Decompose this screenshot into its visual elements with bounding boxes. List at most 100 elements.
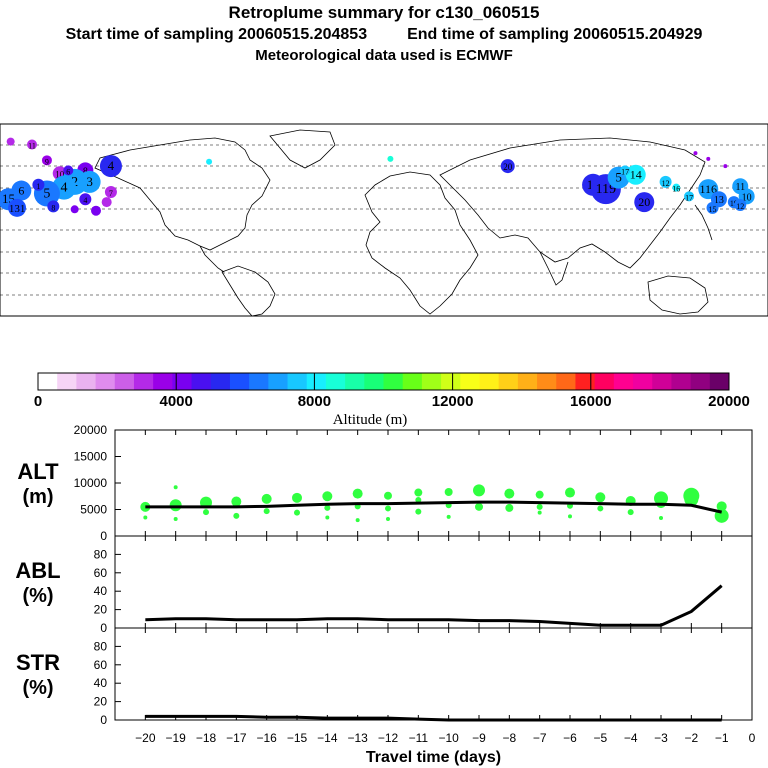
colorbar-cell bbox=[652, 373, 672, 390]
map-marker-label: 9 bbox=[45, 157, 49, 166]
altitude-point bbox=[565, 487, 575, 498]
altitude-point bbox=[173, 485, 178, 490]
map-marker bbox=[63, 165, 74, 176]
map-marker-label: 16 bbox=[672, 185, 680, 194]
colorbar-tick-label: 16000 bbox=[570, 393, 612, 410]
map-marker bbox=[500, 159, 515, 174]
panel-label: ABL bbox=[15, 558, 60, 583]
altitude-point bbox=[169, 499, 182, 512]
colorbar-tick-label: 12000 bbox=[432, 393, 474, 410]
y-tick-label: 15000 bbox=[74, 450, 108, 464]
panel-label: ALT bbox=[17, 459, 59, 484]
altitude-point bbox=[385, 505, 391, 512]
altitude-point bbox=[537, 510, 542, 515]
colorbar-cell bbox=[594, 373, 615, 390]
colorbar-cell bbox=[57, 373, 77, 390]
y-tick-label: 80 bbox=[94, 547, 108, 561]
median-line bbox=[145, 500, 722, 514]
map-marker bbox=[206, 158, 213, 165]
colorbar-cell bbox=[191, 373, 212, 390]
colorbar-cell bbox=[383, 373, 404, 390]
end-time-label: End time of sampling 20060515.204929 bbox=[407, 26, 703, 43]
x-tick-label: −12 bbox=[378, 731, 399, 745]
map-marker bbox=[672, 183, 681, 192]
altitude-point bbox=[384, 491, 392, 500]
map-marker-label: 19 bbox=[730, 199, 738, 208]
map-marker bbox=[723, 164, 728, 169]
colorbar-cell bbox=[460, 373, 480, 390]
x-tick-label: −11 bbox=[409, 731, 429, 745]
panel-unit: (%) bbox=[22, 677, 53, 699]
panel-frame bbox=[114, 535, 753, 629]
map-marker bbox=[659, 175, 672, 188]
altitude-point bbox=[261, 493, 272, 504]
y-tick-label: 20000 bbox=[74, 423, 108, 437]
map-marker bbox=[79, 193, 92, 206]
trajectory-markers: 4810911234561513184716201111951417201216… bbox=[0, 137, 755, 217]
map-marker-label: 11 bbox=[28, 141, 36, 150]
y-tick-label: 0 bbox=[100, 529, 107, 543]
sampling-times: Start time of sampling 20060515.204853 En… bbox=[0, 26, 768, 44]
altitude-point bbox=[352, 488, 363, 499]
y-tick-label: 80 bbox=[94, 639, 108, 653]
map-marker-label: 17 bbox=[621, 167, 629, 176]
altitude-point bbox=[536, 503, 543, 510]
x-tick-label: −10 bbox=[438, 731, 459, 745]
panel-alt: 0 5000 10000 15000 20000 ALT(m) bbox=[17, 423, 753, 543]
map-marker-label: 20 bbox=[638, 195, 650, 209]
x-tick-label: −14 bbox=[317, 731, 338, 745]
colorbar-tick-label: 4000 bbox=[160, 393, 193, 410]
altitude-point bbox=[325, 515, 330, 520]
map-marker-label: 116 bbox=[699, 182, 717, 196]
altitude-point bbox=[504, 488, 515, 499]
colorbar-cell bbox=[95, 373, 116, 390]
altitude-point bbox=[505, 503, 514, 512]
map-marker-label: 13 bbox=[714, 195, 724, 206]
colorbar-ticks: 0 4000 8000 12000 16000 20000 bbox=[34, 373, 750, 410]
x-tick-label: −15 bbox=[287, 731, 308, 745]
x-tick-label: −8 bbox=[502, 731, 516, 745]
colorbar-tick-label: 0 bbox=[34, 393, 42, 410]
map-marker bbox=[101, 197, 112, 208]
colorbar-cell bbox=[556, 373, 576, 390]
x-tick-label: −4 bbox=[624, 731, 638, 745]
x-axis-label: Travel time (days) bbox=[366, 749, 501, 766]
panel-label: STR bbox=[16, 650, 60, 675]
x-tick-label: −1 bbox=[715, 731, 729, 745]
x-tick-label: −5 bbox=[593, 731, 607, 745]
altitude-point bbox=[597, 505, 604, 512]
map-marker bbox=[99, 155, 122, 178]
colorbar-cell bbox=[153, 373, 173, 390]
colorbar-cell bbox=[479, 373, 500, 390]
map-marker-label: 5 bbox=[43, 186, 50, 201]
map-marker-label: 119 bbox=[596, 182, 616, 197]
colorbar-cell bbox=[345, 373, 365, 390]
colorbar-cell bbox=[517, 373, 538, 390]
colorbar-cell bbox=[537, 373, 557, 390]
map-marker-label: 12 bbox=[662, 179, 670, 188]
y-tick-label: 0 bbox=[100, 713, 107, 727]
altitude-point bbox=[414, 488, 423, 497]
map-marker bbox=[78, 170, 101, 193]
x-tick-label: −20 bbox=[135, 731, 156, 745]
altitude-point bbox=[446, 514, 451, 519]
panel-frame bbox=[114, 627, 753, 721]
x-tick-label: −16 bbox=[256, 731, 277, 745]
colorbar-cell bbox=[690, 373, 711, 390]
colorbar-cell bbox=[38, 373, 58, 390]
panel-unit: (%) bbox=[22, 585, 53, 607]
x-tick-label: 0 bbox=[749, 731, 756, 745]
met-data-label: Meteorological data used is ECMWF bbox=[255, 47, 513, 64]
altitude-point bbox=[203, 509, 209, 516]
colorbar-cell bbox=[421, 373, 442, 390]
map-marker-label: 20 bbox=[503, 162, 513, 172]
altitude-point bbox=[263, 508, 270, 515]
map-marker bbox=[706, 201, 719, 214]
map-marker bbox=[625, 164, 646, 185]
altitude-point bbox=[415, 496, 422, 503]
colorbar-cell bbox=[249, 373, 269, 390]
altitude-point bbox=[415, 508, 422, 515]
map-marker bbox=[104, 186, 117, 198]
colorbar-cell bbox=[671, 373, 692, 390]
